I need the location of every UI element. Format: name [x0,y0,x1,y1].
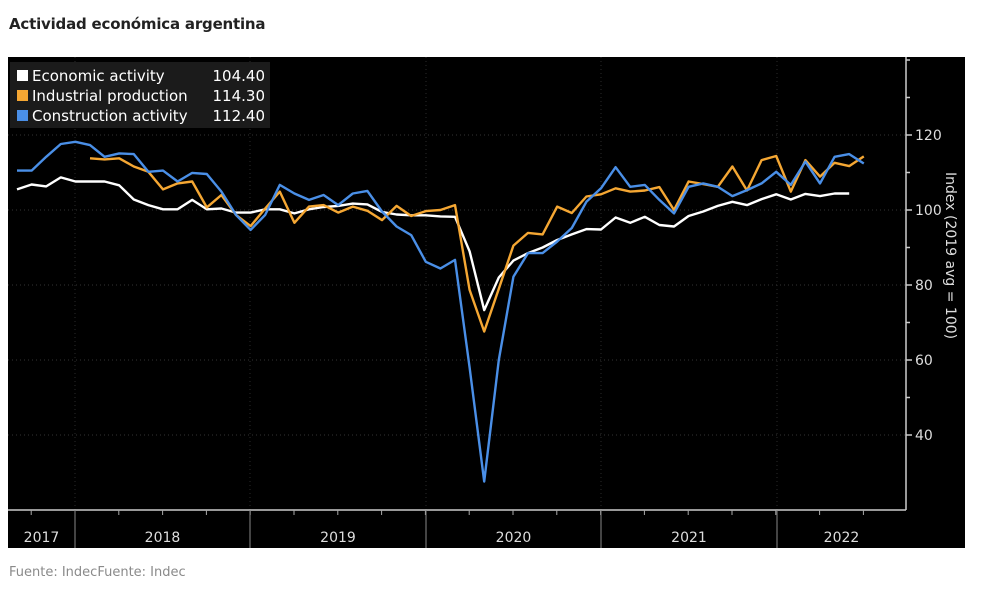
series-line-industrial-production [89,154,865,333]
x-year-label: 2022 [824,530,860,546]
series-line-economic-activity [16,176,850,312]
legend-label: Economic activity [32,67,165,85]
legend-label: Industrial production [32,87,188,105]
legend-value: 112.40 [213,107,266,125]
series-line-construction-activity [17,140,865,483]
legend-box [10,62,270,128]
y-tick-label: 60 [915,353,933,369]
x-year-label: 2021 [671,530,707,546]
y-tick-label: 80 [915,278,933,294]
series-lines [16,140,865,483]
legend: Economic activity 104.40 Industrial produc… [10,62,270,128]
chart-title: Actividad económica argentina [9,15,266,33]
x-year-label: 2018 [145,530,181,546]
y-axis-title: Index (2019 avg = 100) [942,172,958,339]
legend-swatch [17,70,28,81]
source-note: Fuente: IndecFuente: Indec [9,565,186,580]
y-tick-label: 120 [915,128,942,144]
legend-value: 114.30 [213,87,266,105]
axes: 40 60 80 100 120 2017 2018 2019 2020 2021 2022 Inde… [8,57,958,548]
y-tick-label: 100 [915,203,942,219]
legend-swatch [17,110,28,121]
x-year-label: 2017 [24,530,60,546]
legend-value: 104.40 [213,67,266,85]
legend-label: Construction activity [32,107,188,125]
legend-swatch [17,90,28,101]
x-year-label: 2020 [496,530,532,546]
y-tick-label: 40 [915,428,933,444]
x-year-label: 2019 [320,530,356,546]
